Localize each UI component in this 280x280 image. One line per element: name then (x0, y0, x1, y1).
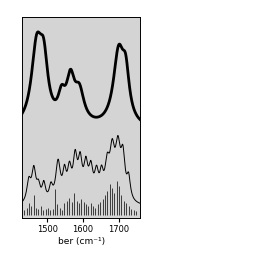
X-axis label: ber (cm⁻¹): ber (cm⁻¹) (58, 237, 105, 246)
